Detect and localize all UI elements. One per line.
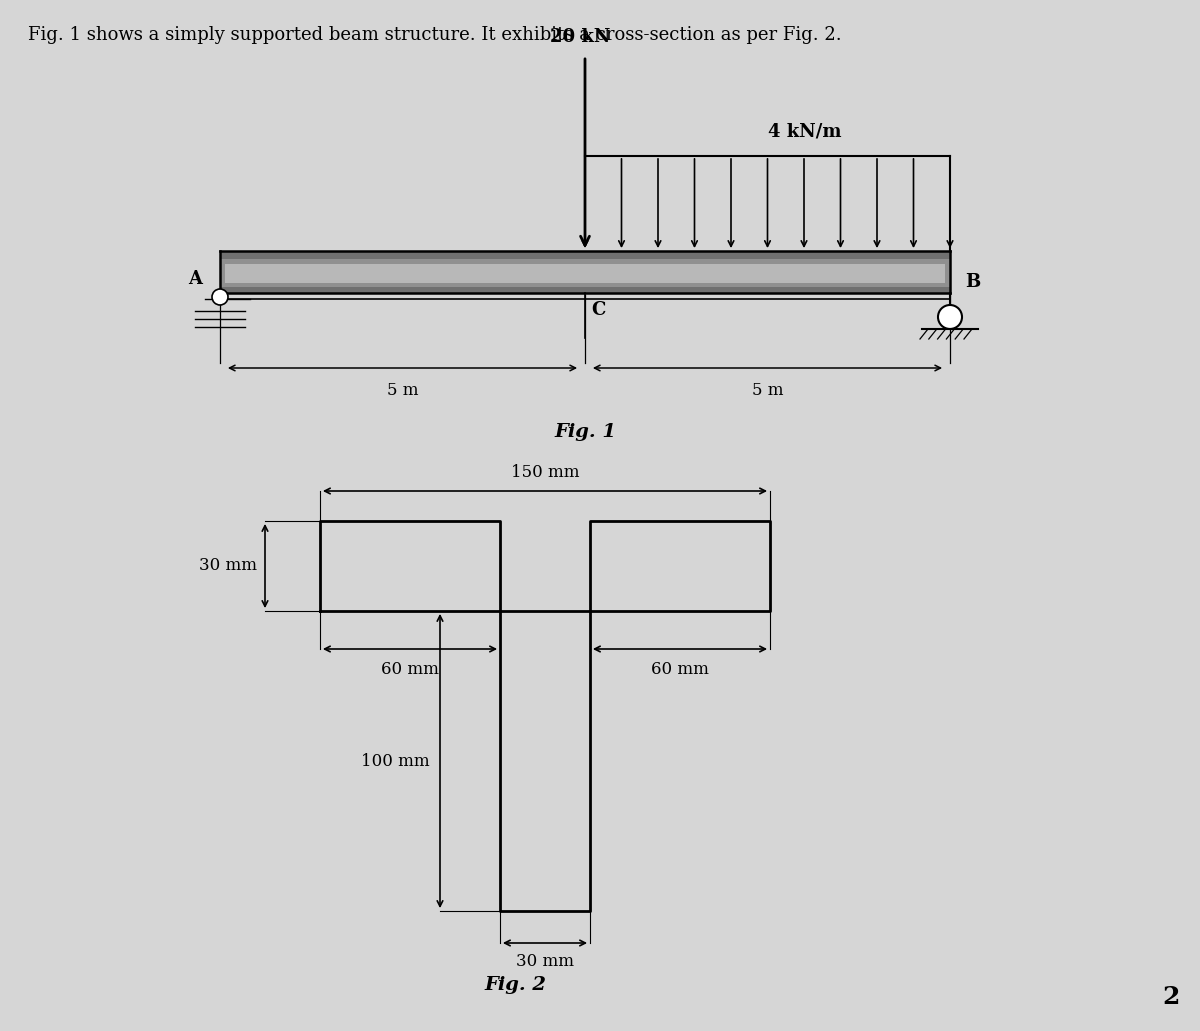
Text: 2: 2 [1163,985,1180,1009]
Text: B: B [965,273,980,291]
Text: 4 kN/m: 4 kN/m [768,123,841,141]
Text: 60 mm: 60 mm [382,661,439,678]
Text: 5 m: 5 m [751,383,784,399]
Bar [220,251,950,293]
Text: 150 mm: 150 mm [511,464,580,481]
Text: Fig. 1: Fig. 1 [554,423,616,441]
Bar [220,251,950,259]
Text: 5 m: 5 m [386,383,419,399]
Text: Fig. 2: Fig. 2 [484,976,546,994]
Circle shape [938,305,962,329]
Text: A: A [188,270,202,288]
Text: 30 mm: 30 mm [516,953,574,970]
Text: 30 mm: 30 mm [199,558,257,574]
Text: 20 kN: 20 kN [550,28,610,46]
Text: C: C [590,301,605,319]
Text: 60 mm: 60 mm [652,661,709,678]
Text: 100 mm: 100 mm [361,753,430,769]
Text: Fig. 1 shows a simply supported beam structure. It exhibits a cross-section as p: Fig. 1 shows a simply supported beam str… [28,26,841,44]
Circle shape [212,289,228,305]
Bar [220,287,950,293]
Bar [226,264,946,282]
